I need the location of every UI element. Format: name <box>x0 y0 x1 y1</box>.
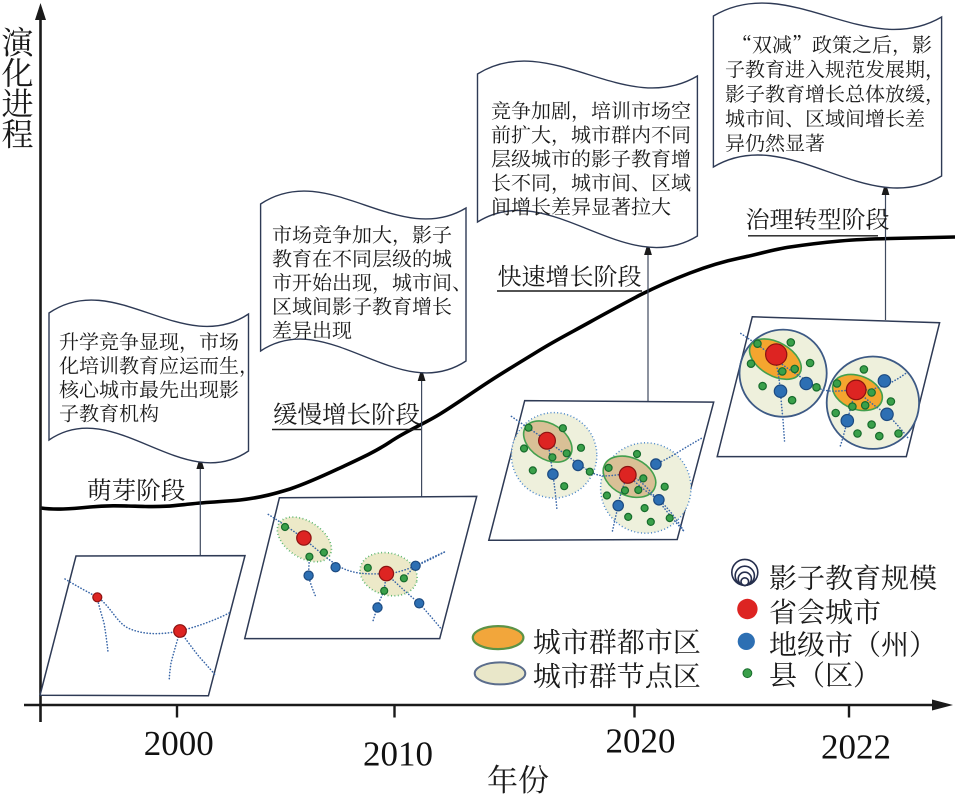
svg-text:2010: 2010 <box>363 735 433 774</box>
svg-text:2020: 2020 <box>606 722 676 761</box>
svg-text:2000: 2000 <box>144 724 214 763</box>
svg-text:2022: 2022 <box>821 728 891 767</box>
